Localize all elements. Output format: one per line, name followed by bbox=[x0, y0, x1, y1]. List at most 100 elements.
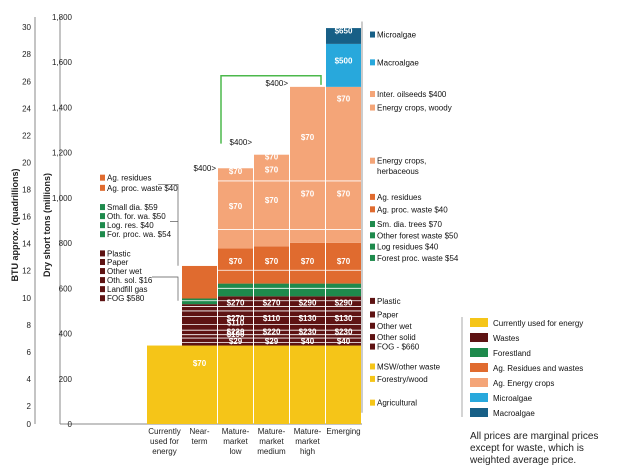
category-label: used for bbox=[150, 437, 179, 446]
right-annotation-swatch bbox=[370, 157, 375, 164]
left-annotation-swatch bbox=[100, 295, 105, 302]
category-label: Near- bbox=[189, 427, 209, 436]
price-label: $29 bbox=[229, 337, 243, 346]
left-annotation-swatch bbox=[100, 268, 105, 275]
bar-segment bbox=[326, 242, 361, 284]
y-tick-tons: 1,400 bbox=[52, 103, 73, 112]
category-label: market bbox=[223, 437, 248, 446]
left-annotation-swatch bbox=[100, 204, 105, 211]
bar-segment bbox=[326, 345, 361, 424]
price-label: $110 bbox=[263, 314, 281, 323]
left-annotation-label: Ag. proc. waste $40 bbox=[107, 184, 178, 193]
right-annotation-swatch bbox=[370, 104, 375, 111]
right-annotation-swatch bbox=[370, 375, 375, 382]
price-label: $290 bbox=[335, 298, 353, 307]
y-tick-tons: 800 bbox=[59, 239, 73, 248]
legend-swatch bbox=[470, 393, 488, 402]
y-tick-btu: 18 bbox=[22, 186, 31, 195]
y-tick-tons: 1,800 bbox=[52, 13, 73, 22]
price-label: $70 bbox=[265, 196, 279, 205]
bar-segment bbox=[147, 345, 182, 424]
bar-segment bbox=[290, 242, 325, 284]
category-label: market bbox=[259, 437, 284, 446]
right-annotation-swatch bbox=[370, 254, 375, 261]
y-tick-btu: 8 bbox=[27, 321, 32, 330]
y-tick-tons: 600 bbox=[59, 284, 73, 293]
legend-label: Ag. Residues and wastes bbox=[493, 364, 583, 373]
right-annotation-swatch bbox=[370, 311, 375, 318]
bar-segment bbox=[218, 283, 253, 297]
left-annotation-swatch bbox=[100, 250, 105, 257]
price-label: $130 bbox=[299, 314, 317, 323]
category-label: Mature- bbox=[294, 427, 322, 436]
y-tick-btu: 10 bbox=[22, 294, 31, 303]
bar-segment bbox=[290, 86, 325, 243]
price-label: $650 bbox=[335, 27, 353, 36]
legend-label: Wastes bbox=[493, 334, 519, 343]
left-annotation-swatch bbox=[100, 213, 105, 220]
right-annotation-label: Inter. oilseeds $400 bbox=[377, 90, 447, 99]
y-tick-btu: 28 bbox=[22, 50, 31, 59]
category-label: market bbox=[295, 437, 320, 446]
price-label: $40 bbox=[337, 337, 351, 346]
green-bracket bbox=[220, 75, 322, 144]
left-annotation-label: Paper bbox=[107, 258, 129, 267]
price-label: $290 bbox=[299, 298, 317, 307]
left-annotation-label: Other wet bbox=[107, 267, 142, 276]
right-annotation-label: Energy crops, woody bbox=[377, 104, 452, 113]
price-label: $70 bbox=[193, 359, 207, 368]
right-annotation-swatch bbox=[370, 322, 375, 329]
y-tick-btu: 22 bbox=[22, 131, 31, 140]
left-annotation-label: For. proc. wa. $54 bbox=[107, 230, 172, 239]
right-annotation-label: Log residues $40 bbox=[377, 243, 439, 252]
right-annotation-swatch bbox=[370, 221, 375, 228]
price-label: $230 bbox=[335, 328, 353, 337]
right-annotation-swatch bbox=[370, 334, 375, 341]
category-label: Mature- bbox=[258, 427, 286, 436]
price-label: $130 bbox=[335, 314, 353, 323]
bar-segment bbox=[290, 345, 325, 424]
legend-label: Currently used for energy bbox=[493, 319, 583, 328]
bar-segment bbox=[254, 154, 289, 247]
bar-segment bbox=[182, 298, 217, 305]
price-label: $220 bbox=[227, 328, 245, 337]
bar-segment bbox=[254, 246, 289, 284]
price-label: $220 bbox=[263, 328, 281, 337]
y-tick-tons: 200 bbox=[59, 375, 73, 384]
legend-swatch bbox=[470, 348, 488, 357]
price-label: $70 bbox=[265, 166, 279, 175]
left-annotation-label: Ag. residues bbox=[107, 174, 151, 183]
legend-label: Forestland bbox=[493, 349, 531, 358]
bar-segment bbox=[326, 43, 361, 87]
bar-segment bbox=[290, 296, 325, 346]
bar-segment bbox=[326, 296, 361, 346]
y-tick-btu: 0 bbox=[27, 420, 32, 429]
bar-segment bbox=[326, 283, 361, 297]
price-label: $40 bbox=[301, 337, 315, 346]
y-tick-tons: 1,200 bbox=[52, 149, 73, 158]
category-label: term bbox=[192, 437, 208, 446]
right-annotation-swatch bbox=[370, 232, 375, 239]
right-annotation-label: Ag. residues bbox=[377, 193, 421, 202]
y-tick-btu: 12 bbox=[22, 267, 31, 276]
legend-swatch bbox=[470, 318, 488, 327]
right-annotation-label: Other solid bbox=[377, 333, 416, 342]
legend-swatch bbox=[470, 378, 488, 387]
right-annotation-swatch bbox=[370, 343, 375, 350]
right-annotation-label: Plastic bbox=[377, 297, 401, 306]
right-annotation-label: Microalgae bbox=[377, 31, 417, 40]
bar-segment bbox=[326, 28, 361, 44]
bar-segment bbox=[218, 345, 253, 424]
right-annotation-label: Forestry/wood bbox=[377, 375, 428, 384]
right-annotation-label: Agricultural bbox=[377, 399, 417, 408]
legend-swatch bbox=[470, 333, 488, 342]
y-tick-tons: 400 bbox=[59, 330, 73, 339]
leader-line bbox=[158, 183, 179, 266]
category-label: Mature- bbox=[222, 427, 250, 436]
left-annotation-swatch bbox=[100, 277, 105, 284]
price-label: $70 bbox=[301, 257, 315, 266]
right-annotation-swatch bbox=[370, 31, 375, 38]
right-annotation-label: Other wet bbox=[377, 322, 412, 331]
left-annotation-swatch bbox=[100, 174, 105, 181]
